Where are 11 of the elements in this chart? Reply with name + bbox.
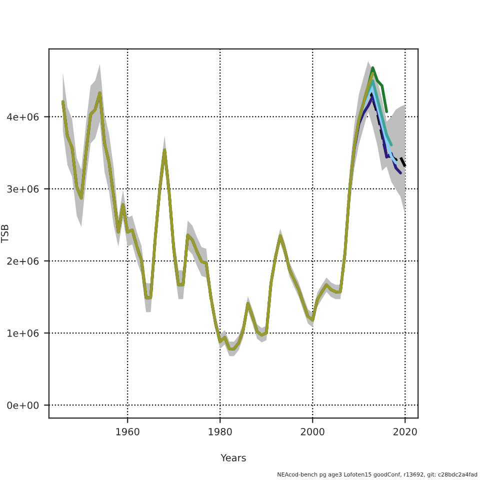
x-tick-label: 1960 [116, 428, 140, 436]
x-tick-label: 1980 [208, 428, 232, 436]
x-tick-label: 2000 [300, 428, 324, 436]
y-axis-title: TSB [0, 224, 8, 243]
x-tick-label: 2020 [393, 428, 417, 436]
x-axis-title: Years [220, 454, 246, 462]
y-tick-label: 4e+06 [7, 113, 39, 121]
y-tick-label: 2e+06 [7, 257, 39, 265]
y-tick-label: 3e+06 [7, 185, 39, 193]
y-tick-label: 1e+06 [8, 329, 39, 337]
y-tick-label: 0e+00 [7, 402, 39, 409]
